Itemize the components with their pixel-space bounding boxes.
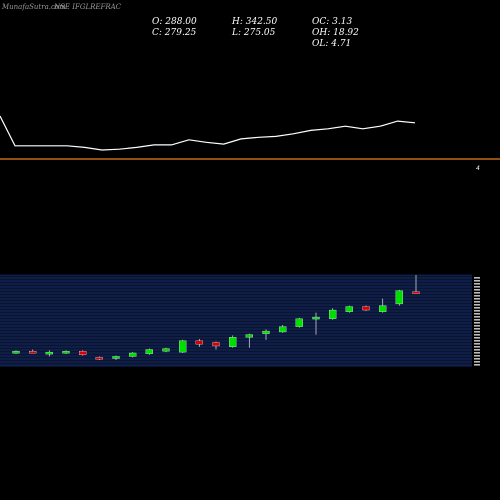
candle-body	[295, 318, 303, 327]
candle-body	[145, 349, 153, 355]
axis-tick-mark	[474, 277, 480, 279]
axis-tick-mark	[474, 319, 480, 321]
axis-tick-mark	[474, 316, 480, 318]
axis-tick-mark	[474, 334, 480, 336]
close-value: C: 279.25	[152, 28, 197, 38]
candle-body	[362, 306, 370, 311]
axis-tick-mark	[474, 337, 480, 339]
axis-tick-mark	[474, 340, 480, 342]
candle-body	[229, 337, 237, 347]
price-line	[0, 115, 416, 151]
axis-tick-mark	[474, 295, 480, 297]
watermark: MunafaSutra.com	[2, 3, 66, 11]
candle-body	[12, 351, 20, 354]
candle-body	[29, 351, 37, 354]
high-value: H: 342.50	[232, 17, 278, 27]
candle-panel	[0, 274, 480, 367]
candle-body	[245, 334, 253, 338]
axis-tick-mark	[474, 304, 480, 306]
ol-value: OL: 4.71	[312, 39, 352, 49]
candle-body	[312, 316, 320, 320]
candle-body	[45, 351, 53, 355]
candle-body	[179, 340, 187, 353]
axis-tick-mark	[474, 358, 480, 360]
axis-tick-mark	[474, 286, 480, 288]
axis-tick-mark	[474, 280, 480, 282]
axis-tick-mark	[474, 283, 480, 285]
candle-body	[112, 356, 120, 359]
axis-tick-mark	[474, 322, 480, 324]
candle-body	[279, 326, 287, 333]
axis-tick-mark	[474, 313, 480, 315]
candle-body	[412, 291, 420, 294]
axis-tick-mark	[474, 349, 480, 351]
oc-value: OC: 3.13	[312, 17, 353, 27]
axis-tick-mark	[474, 307, 480, 309]
candle-body	[195, 340, 203, 345]
candle-body	[62, 351, 70, 354]
candle-body	[162, 348, 170, 352]
axis-tick-mark	[474, 325, 480, 327]
ticker-symbol: NSE IFGLREFRAC	[54, 3, 122, 11]
axis-tick-mark	[474, 310, 480, 312]
candle-body	[395, 290, 403, 305]
low-value: L: 275.05	[232, 28, 276, 38]
axis-tick-mark	[474, 352, 480, 354]
candle-body	[262, 330, 270, 334]
candle-body	[379, 305, 387, 312]
axis-tick-mark	[474, 292, 480, 294]
candle-body	[79, 351, 87, 355]
axis-tick-mark	[474, 355, 480, 357]
reference-label: 4	[476, 165, 480, 172]
axis-tick-mark	[474, 361, 480, 363]
axis-tick-mark	[474, 298, 480, 300]
candle-background	[0, 275, 472, 367]
axis-tick-mark	[474, 343, 480, 345]
candle-body	[95, 357, 103, 360]
axis-tick-mark	[474, 301, 480, 303]
axis-tick-mark	[474, 328, 480, 330]
axis-tick-mark	[474, 364, 480, 366]
axis-tick-mark	[474, 331, 480, 333]
candle-body	[212, 342, 220, 347]
candle-body	[129, 352, 137, 357]
axis-tick-mark	[474, 289, 480, 291]
open-value: O: 288.00	[152, 17, 197, 27]
candle-body	[345, 306, 353, 312]
axis-tick-mark	[474, 346, 480, 348]
line-panel: 4	[0, 115, 500, 172]
oh-value: OH: 18.92	[312, 28, 359, 38]
candle-body	[329, 309, 337, 319]
